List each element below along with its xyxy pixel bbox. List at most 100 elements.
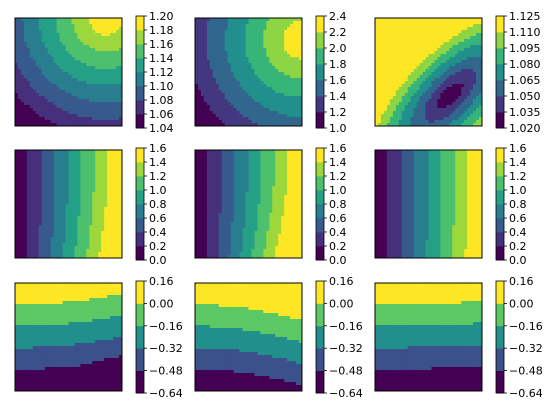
colorbar-band [136,86,144,101]
contour-cell [401,60,406,64]
contour-cell [104,69,108,73]
contour-cell [467,90,471,94]
contour-cell [92,123,96,127]
contour-cell [413,111,417,115]
contour-cell [467,42,471,46]
contour-cell [293,102,297,106]
contour-cell [32,90,37,94]
contour-cell [116,81,120,85]
contour-cell [17,231,22,235]
contour-cell [479,99,483,103]
contour-cell [17,213,22,217]
contour-cell [26,36,31,40]
contour-cell [290,27,294,31]
contour-cell [15,123,19,127]
contour-cell [107,111,111,115]
contour-cell [29,84,34,88]
contour-cell [29,174,34,178]
contour-cell [77,24,81,28]
contour-cell [386,45,391,49]
contour-cell [449,123,453,127]
contour-cell [263,102,267,106]
contour-cell [380,51,385,55]
contour-cell [377,123,382,127]
contour-cell [56,27,60,31]
contour-cell [380,30,385,34]
contour-cell [473,39,477,43]
contour-cell [470,39,474,43]
contour-cell [299,63,303,67]
contour-cell [293,108,297,112]
contour-cell [230,45,234,49]
contour-cell [80,174,84,178]
contour-cell [452,87,456,91]
contour-cell [401,114,406,118]
contour-cell [195,108,199,112]
contour-cell [92,213,96,217]
contour-cell [473,108,477,112]
contour-cell [209,72,214,76]
contour-cell [62,189,66,193]
contour-cell [77,186,81,190]
contour-cell [407,87,412,91]
contour-cell [59,60,63,64]
contour-cell [428,57,432,61]
contour-cell [56,90,60,94]
contour-cell [53,198,57,202]
contour-cell [41,195,46,199]
contour-cell [92,150,96,154]
contour-cell [195,99,199,103]
contour-cell [287,45,291,49]
contour-cell [473,60,477,64]
contour-cell [92,186,96,190]
contour-cell [242,27,246,31]
contour-cell [110,123,114,127]
contour-cell [209,96,214,100]
contour-cell [95,204,99,208]
contour-cell [80,165,84,169]
contour-cell [446,45,450,49]
contour-cell [404,45,409,49]
contour-cell [386,57,391,61]
contour-cell [68,156,72,160]
contour-cell [17,78,22,82]
contour-cell [455,69,459,73]
contour-cell [389,87,394,91]
contour-cell [77,87,81,91]
contour-cell [461,93,465,97]
contour-cell [257,87,261,91]
contour-cell [17,207,22,211]
contour-cell [263,105,267,109]
contour-cell [44,21,49,25]
contour-cell [479,60,483,64]
contour-cell [38,51,43,55]
contour-cell [38,150,43,154]
contour-cell [83,111,87,115]
contour-cell [224,102,229,106]
contour-cell [23,249,28,253]
contour-cell [41,189,46,193]
contour-cell [98,210,102,214]
contour-cell [467,48,471,52]
contour-cell [200,30,205,34]
contour-cell [236,75,240,79]
contour-cell [104,108,108,112]
contour-cell [41,114,46,118]
contour-cell [56,123,60,127]
contour-cell [392,114,397,118]
contour-cell [428,87,432,91]
contour-cell [47,60,52,64]
contour-cell [17,153,22,157]
contour-cell [254,30,258,34]
contour-cell [86,105,90,109]
contour-cell [56,165,60,169]
contour-cell [401,96,406,100]
contour-cell [47,198,52,202]
contour-cell [260,42,264,46]
contour-cell [119,84,123,88]
contour-cell [275,111,279,115]
contour-cell [386,60,391,64]
contour-cell [233,102,237,106]
contour-cell [404,111,409,115]
contour-cell [221,72,226,76]
